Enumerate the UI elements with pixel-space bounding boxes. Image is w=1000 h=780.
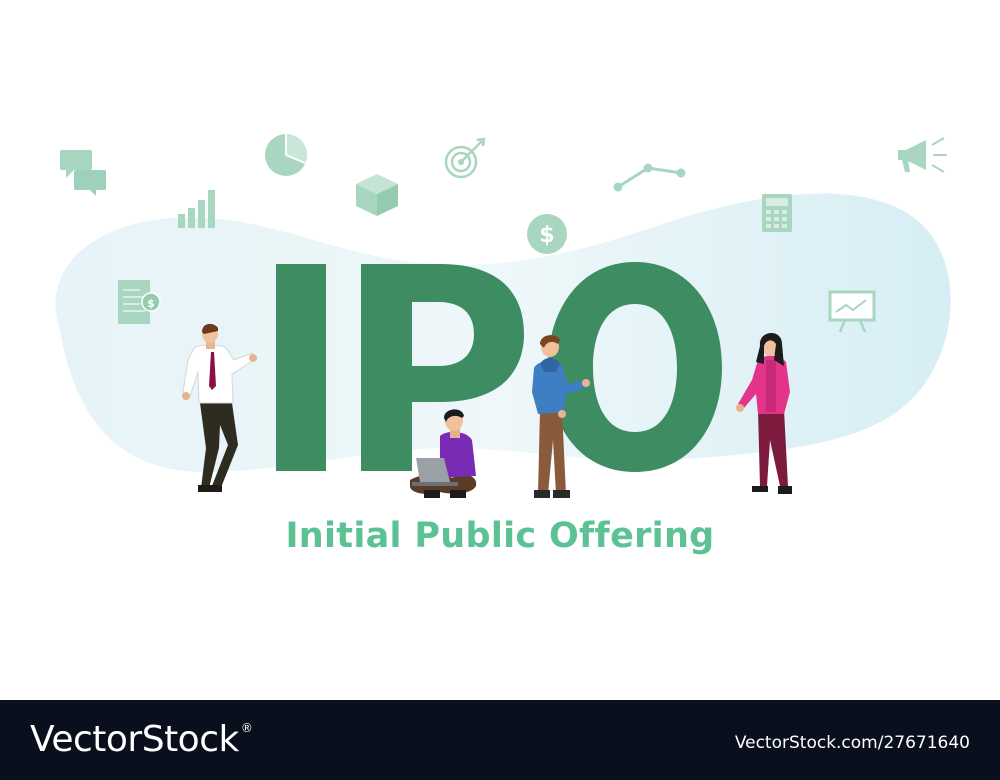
megaphone-icon: [898, 137, 947, 173]
bar-chart-icon: [178, 190, 215, 228]
laptop-user-figure: [410, 409, 477, 498]
cube-icon: [356, 174, 398, 216]
dollar-coin-icon: $: [527, 214, 567, 254]
vectorstock-logo: VectorStock ®: [30, 719, 253, 760]
headline-letters: [276, 262, 722, 472]
target-icon: [444, 137, 486, 179]
hoodie-man-figure: [532, 335, 590, 498]
letter-o: [548, 262, 722, 472]
image-id: VectorStock.com/27671640: [734, 733, 970, 753]
ipo-illustration: $ $: [55, 134, 951, 498]
line-graph-icon: [613, 163, 686, 192]
watermark-footer: VectorStock ® VectorStock.com/27671640: [0, 700, 1000, 780]
letter-p: [361, 264, 524, 471]
trademark: ®: [240, 721, 253, 735]
businessman-figure: [182, 323, 257, 492]
brand-name: VectorStock: [30, 719, 239, 760]
svg-text:$: $: [147, 297, 155, 310]
pie-chart-icon: [265, 134, 307, 176]
calculator-icon: [762, 194, 792, 232]
tagline: Initial Public Offering: [285, 516, 715, 556]
presentation-board-icon: [828, 290, 876, 333]
letter-i: [276, 264, 326, 471]
svg-text:$: $: [539, 223, 554, 248]
pink-woman-figure: [736, 332, 792, 494]
chat-bubbles-icon: [60, 150, 106, 196]
invoice-icon: $: [118, 280, 161, 324]
